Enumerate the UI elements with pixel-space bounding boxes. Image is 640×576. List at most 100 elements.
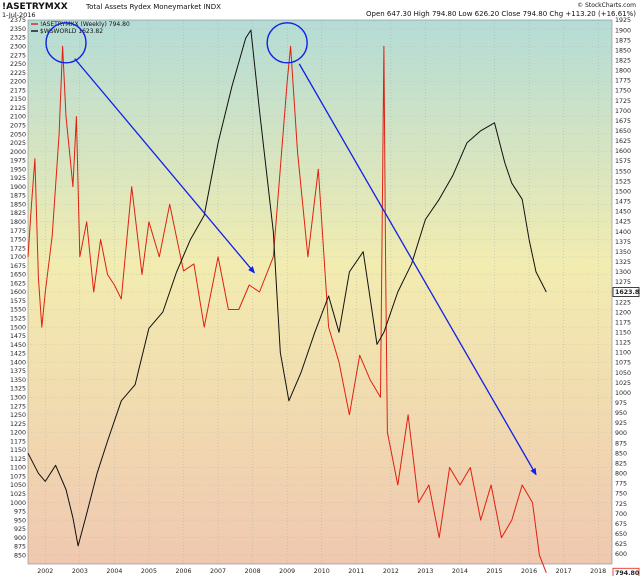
right-tick-label: 1800 — [615, 68, 631, 75]
last-value-label: 794.80 — [615, 570, 640, 576]
left-tick-label: 1450 — [10, 342, 26, 349]
grid-lines — [28, 20, 612, 564]
left-tick-label: 1925 — [10, 175, 26, 182]
legend-primary: !ASETRYMXX (Weekly) 794.80 — [40, 21, 130, 28]
right-tick-label: 725 — [615, 501, 627, 508]
right-tick-label: 800 — [615, 471, 627, 478]
left-tick-label: 1350 — [10, 377, 26, 384]
legend-secondary: $WSWORLD 1623.82 — [40, 28, 103, 35]
x-tick-label: 2013 — [417, 568, 433, 575]
left-tick-label: 900 — [14, 535, 26, 542]
left-tick-label: 1900 — [10, 184, 26, 191]
left-tick-label: 1575 — [10, 298, 26, 305]
series-line-wsworld — [27, 29, 547, 547]
right-tick-label: 1300 — [615, 269, 631, 276]
right-tick-label: 650 — [615, 531, 627, 538]
annotation-layer — [45, 22, 537, 476]
annotation-arrow — [298, 63, 537, 476]
left-tick-label: 1675 — [10, 263, 26, 270]
annotation-circle — [45, 22, 87, 64]
right-tick-label: 1200 — [615, 309, 631, 316]
left-tick-label: 1275 — [10, 403, 26, 410]
left-tick-label: 925 — [14, 526, 26, 533]
right-tick-label: 1650 — [615, 128, 631, 135]
right-tick-label: 1600 — [615, 148, 631, 155]
right-tick-label: 600 — [615, 551, 627, 558]
left-tick-label: 2075 — [10, 122, 26, 129]
right-tick-label: 950 — [615, 410, 627, 417]
right-tick-label: 1150 — [615, 329, 631, 336]
right-tick-label: 1450 — [615, 209, 631, 216]
left-tick-label: 950 — [14, 517, 26, 524]
left-tick-label: 1475 — [10, 333, 26, 340]
x-tick-label: 2005 — [141, 568, 157, 575]
right-tick-label: 900 — [615, 430, 627, 437]
left-tick-label: 1175 — [10, 438, 26, 445]
x-tick-label: 2017 — [556, 568, 572, 575]
left-tick-label: 2350 — [10, 26, 26, 33]
annotation-arrow — [74, 58, 255, 274]
right-tick-label: 1750 — [615, 88, 631, 95]
left-tick-label: 1200 — [10, 430, 26, 437]
left-tick-label: 1150 — [10, 447, 26, 454]
x-tick-label: 2009 — [279, 568, 295, 575]
left-tick-label: 975 — [14, 509, 26, 516]
left-tick-label: 1500 — [10, 324, 26, 331]
right-tick-label: 1575 — [615, 158, 631, 165]
x-tick-label: 2004 — [106, 568, 122, 575]
chart-symbol: !ASETRYMXX — [2, 2, 68, 12]
left-tick-label: 2325 — [10, 35, 26, 42]
chart-description: Total Assets Rydex Moneymarket INDX — [85, 3, 221, 11]
x-axis: 2002 2003 2004 2005 2006 2007 2008 2009 2010 2011… — [37, 568, 606, 575]
right-tick-label: 875 — [615, 440, 627, 447]
right-tick-label: 1550 — [615, 168, 631, 175]
right-tick-label: 1925 — [615, 17, 631, 24]
left-tick-label: 2150 — [10, 96, 26, 103]
left-tick-label: 2275 — [10, 52, 26, 59]
right-tick-label: 775 — [615, 481, 627, 488]
left-tick-label: 1850 — [10, 201, 26, 208]
left-tick-label: 1400 — [10, 359, 26, 366]
right-tick-label: 1325 — [615, 259, 631, 266]
right-tick-label: 1125 — [615, 340, 631, 347]
left-tick-label: 2225 — [10, 70, 26, 77]
last-value-box — [612, 287, 640, 297]
left-tick-label: 1800 — [10, 219, 26, 226]
left-tick-label: 1250 — [10, 412, 26, 419]
series-layer — [27, 29, 547, 573]
x-tick-label: 2008 — [245, 568, 261, 575]
right-tick-label: 700 — [615, 511, 627, 518]
right-tick-label: 1700 — [615, 108, 631, 115]
x-tick-label: 2003 — [72, 568, 88, 575]
left-tick-label: 1550 — [10, 307, 26, 314]
left-tick-label: 1000 — [10, 500, 26, 507]
series-line-rydex — [27, 45, 547, 573]
left-tick-label: 1625 — [10, 280, 26, 287]
right-tick-label: 1400 — [615, 229, 631, 236]
right-tick-label: 1500 — [615, 188, 631, 195]
left-tick-label: 1975 — [10, 158, 26, 165]
left-tick-label: 1300 — [10, 394, 26, 401]
left-tick-label: 2025 — [10, 140, 26, 147]
annotation-circle — [266, 22, 308, 64]
x-tick-label: 2014 — [452, 568, 468, 575]
right-tick-label: 1100 — [615, 350, 631, 357]
right-tick-label: 1050 — [615, 370, 631, 377]
left-tick-label: 2100 — [10, 114, 26, 121]
left-tick-label: 1025 — [10, 491, 26, 498]
left-tick-label: 2375 — [10, 17, 26, 24]
x-tick-label: 2011 — [348, 568, 364, 575]
right-tick-label: 1850 — [615, 47, 631, 54]
x-tick-label: 2010 — [314, 568, 330, 575]
left-tick-label: 1750 — [10, 237, 26, 244]
right-tick-label: 1225 — [615, 299, 631, 306]
left-tick-label: 1825 — [10, 210, 26, 217]
left-tick-label: 1125 — [10, 456, 26, 463]
right-tick-label: 1625 — [615, 138, 631, 145]
left-tick-label: 1325 — [10, 386, 26, 393]
left-tick-label: 1650 — [10, 272, 26, 279]
left-tick-label: 1525 — [10, 316, 26, 323]
right-tick-label: 925 — [615, 420, 627, 427]
right-tick-label: 850 — [615, 450, 627, 457]
x-tick-label: 2007 — [210, 568, 226, 575]
